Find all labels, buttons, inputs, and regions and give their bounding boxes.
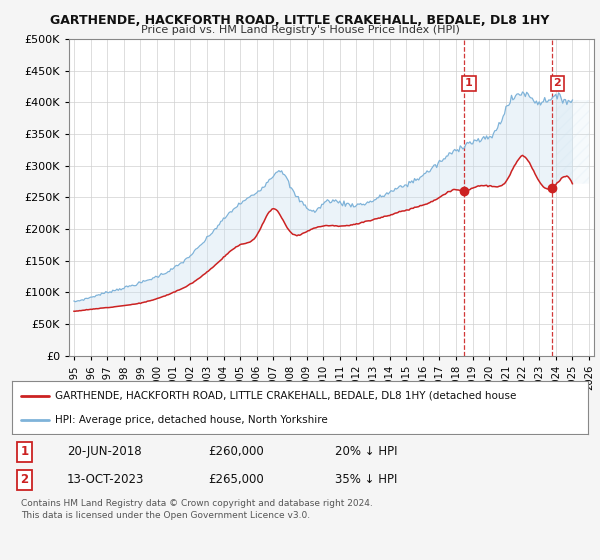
Text: 1: 1: [465, 78, 473, 88]
Text: HPI: Average price, detached house, North Yorkshire: HPI: Average price, detached house, Nort…: [55, 415, 328, 425]
Text: 20-JUN-2018: 20-JUN-2018: [67, 445, 142, 458]
Text: 2: 2: [20, 473, 29, 487]
Text: Price paid vs. HM Land Registry's House Price Index (HPI): Price paid vs. HM Land Registry's House …: [140, 25, 460, 35]
Text: £265,000: £265,000: [208, 473, 263, 487]
Text: GARTHENDE, HACKFORTH ROAD, LITTLE CRAKEHALL, BEDALE, DL8 1HY (detached house: GARTHENDE, HACKFORTH ROAD, LITTLE CRAKEH…: [55, 391, 517, 401]
Text: 2: 2: [553, 78, 561, 88]
Text: GARTHENDE, HACKFORTH ROAD, LITTLE CRAKEHALL, BEDALE, DL8 1HY: GARTHENDE, HACKFORTH ROAD, LITTLE CRAKEH…: [50, 14, 550, 27]
Text: 20% ↓ HPI: 20% ↓ HPI: [335, 445, 397, 458]
Text: £260,000: £260,000: [208, 445, 263, 458]
Text: 1: 1: [20, 445, 29, 458]
Text: Contains HM Land Registry data © Crown copyright and database right 2024.
This d: Contains HM Land Registry data © Crown c…: [20, 500, 373, 520]
Text: 35% ↓ HPI: 35% ↓ HPI: [335, 473, 397, 487]
Text: 13-OCT-2023: 13-OCT-2023: [67, 473, 144, 487]
